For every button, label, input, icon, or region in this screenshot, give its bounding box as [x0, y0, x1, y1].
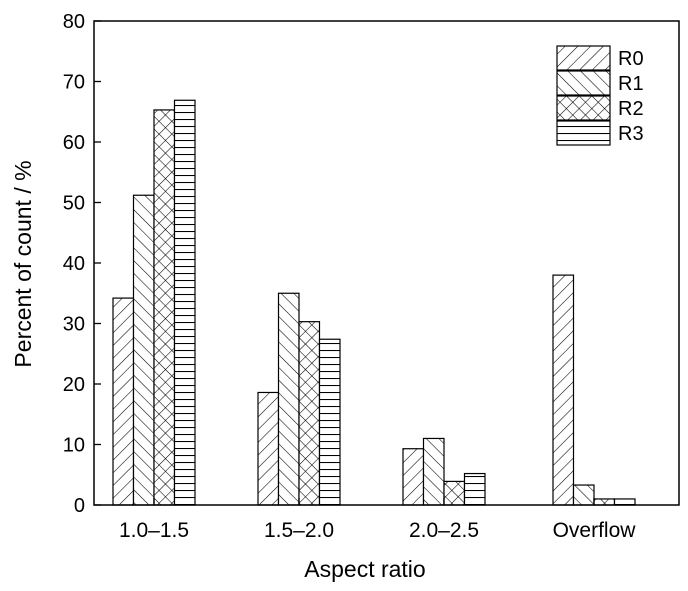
- bar-r3-2: [463, 472, 486, 506]
- legend-swatch-r2: [556, 95, 611, 121]
- y-tick-label: 20: [63, 374, 85, 396]
- legend-label-r0: R0: [618, 48, 644, 70]
- bar-r2-0: [153, 109, 176, 506]
- bar-r3-3: [613, 498, 636, 506]
- x-tick-label: 1.0–1.5: [119, 519, 189, 542]
- y-tick-label: 30: [63, 314, 85, 336]
- bar-r1-1: [277, 292, 300, 506]
- x-tick-label: Overflow: [553, 519, 637, 542]
- y-tick-label: 70: [63, 72, 85, 94]
- bar-r0-1: [257, 391, 280, 506]
- bar-r2-2: [443, 480, 466, 506]
- bar-r0-3: [552, 274, 575, 506]
- y-tick-label: 80: [63, 11, 85, 33]
- legend-label-r3: R3: [618, 123, 644, 145]
- bar-r2-1: [298, 321, 321, 506]
- plot-frame: [93, 20, 680, 506]
- y-tick-label: 60: [63, 132, 85, 154]
- legend: R0 R1 R2 R3: [556, 45, 644, 146]
- y-tick-label: 10: [63, 435, 85, 457]
- legend-swatch-r3: [556, 120, 611, 146]
- x-tick-label: 1.5–2.0: [264, 519, 334, 542]
- y-tick-label: 50: [63, 193, 85, 215]
- x-axis-ticks: 1.0–1.5 1.5–2.0 2.0–2.5 Overflow: [119, 498, 636, 542]
- bar-r3-0: [173, 99, 196, 506]
- bar-r3-1: [318, 338, 341, 506]
- y-axis-label: Percent of count / %: [10, 160, 36, 367]
- bars-layer: [112, 99, 636, 506]
- x-axis-label: Aspect ratio: [304, 556, 425, 582]
- bar-r1-3: [572, 484, 595, 506]
- legend-swatch-r0: [556, 45, 611, 71]
- legend-label-r1: R1: [618, 73, 644, 95]
- x-tick-label: 2.0–2.5: [409, 519, 479, 542]
- legend-swatch-r1: [556, 70, 611, 96]
- legend-label-r2: R2: [618, 98, 644, 120]
- y-axis-ticks: 0 10 20 30 40 50 60 70 80: [63, 11, 101, 517]
- bar-r0-0: [112, 297, 135, 506]
- bar-r2-3: [593, 498, 616, 506]
- bar-r0-2: [402, 448, 425, 506]
- y-tick-label: 0: [74, 495, 85, 517]
- bar-r1-0: [132, 194, 155, 506]
- y-tick-label: 40: [63, 253, 85, 275]
- bar-r1-2: [422, 437, 445, 506]
